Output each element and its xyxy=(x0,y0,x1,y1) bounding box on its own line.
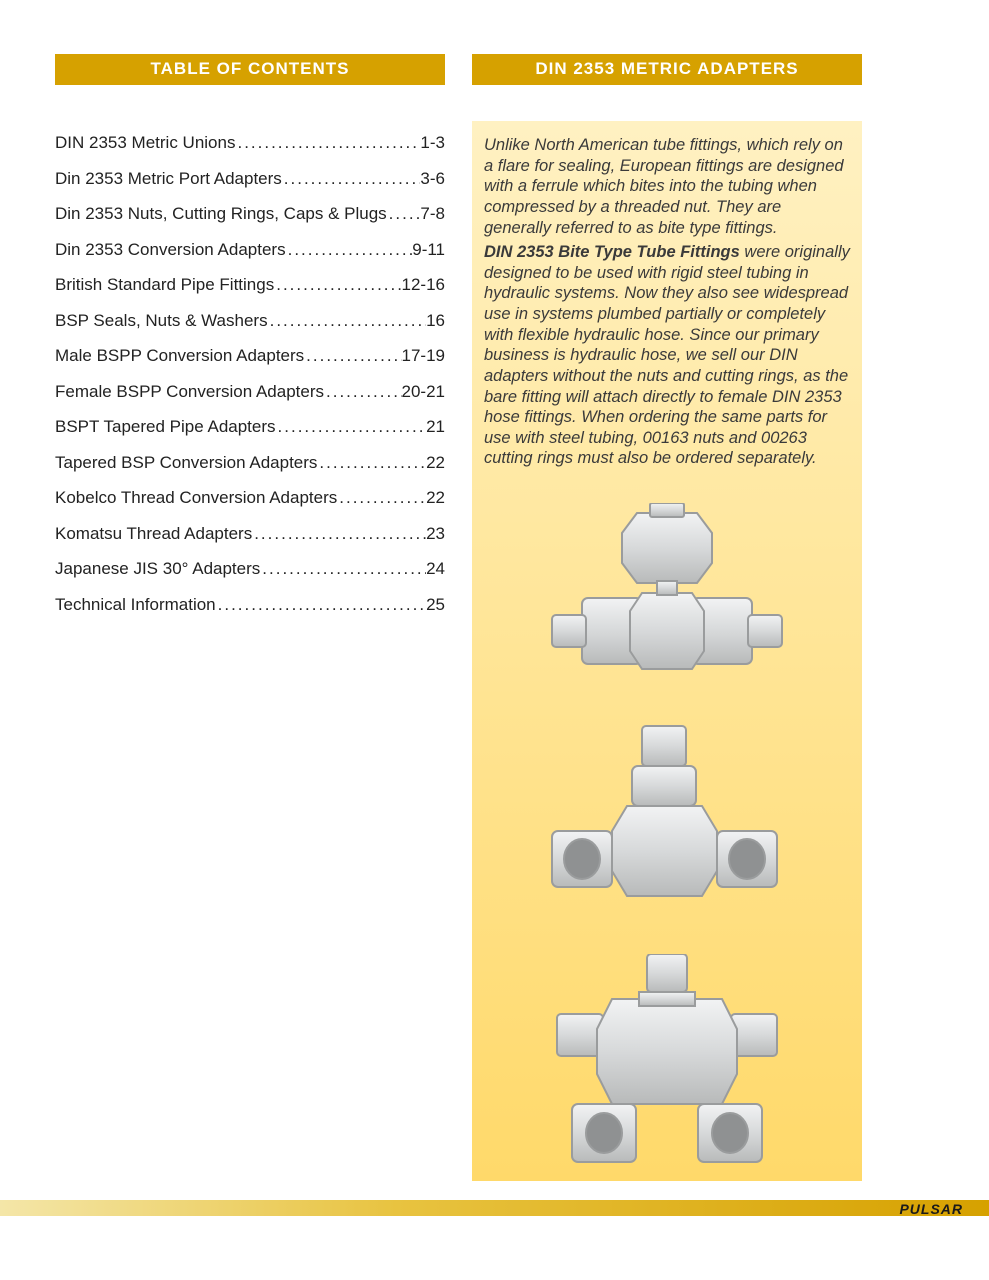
toc-page: 22 xyxy=(426,488,445,508)
toc-dots xyxy=(337,488,426,508)
footer-bar xyxy=(0,1200,989,1216)
toc-dots xyxy=(282,169,421,189)
toc-label: British Standard Pipe Fittings xyxy=(55,275,274,295)
toc-label: Tapered BSP Conversion Adapters xyxy=(55,453,317,473)
section-header: DIN 2353 METRIC ADAPTERS xyxy=(472,54,862,85)
toc-page: 12-16 xyxy=(402,275,445,295)
toc-row: Female BSPP Conversion Adapters 20-21 xyxy=(55,382,445,402)
toc-row: British Standard Pipe Fittings 12-16 xyxy=(55,275,445,295)
toc-label: Kobelco Thread Conversion Adapters xyxy=(55,488,337,508)
brand-logo: PULSAR xyxy=(899,1201,963,1217)
toc-page: 21 xyxy=(426,417,445,437)
toc-header: TABLE OF CONTENTS xyxy=(55,54,445,85)
toc-label: Komatsu Thread Adapters xyxy=(55,524,252,544)
fitting-tee-icon xyxy=(527,954,807,1184)
toc-dots xyxy=(268,311,426,331)
toc-label: Din 2353 Nuts, Cutting Rings, Caps & Plu… xyxy=(55,204,387,224)
toc-row: Din 2353 Conversion Adapters 9-11 xyxy=(55,240,445,260)
toc-dots xyxy=(286,240,413,260)
right-column: DIN 2353 METRIC ADAPTERS Unlike North Am… xyxy=(472,54,862,1181)
toc-dots xyxy=(252,524,426,544)
intro-paragraph-2: DIN 2353 Bite Type Tube Fittings were or… xyxy=(484,242,850,469)
product-images xyxy=(484,469,850,1184)
toc-label: Male BSPP Conversion Adapters xyxy=(55,346,304,366)
toc-page: 16 xyxy=(426,311,445,331)
toc-row: Japanese JIS 30° Adapters 24 xyxy=(55,559,445,579)
toc-row: Technical Information 25 xyxy=(55,595,445,615)
toc-label: Din 2353 Conversion Adapters xyxy=(55,240,286,260)
toc-page: 17-19 xyxy=(402,346,445,366)
toc-dots xyxy=(324,382,402,402)
toc-row: Din 2353 Metric Port Adapters 3-6 xyxy=(55,169,445,189)
intro-bold: DIN 2353 Bite Type Tube Fittings xyxy=(484,243,740,261)
toc-label: BSP Seals, Nuts & Washers xyxy=(55,311,268,331)
toc-row: DIN 2353 Metric Unions 1-3 xyxy=(55,133,445,153)
toc-page: 25 xyxy=(426,595,445,615)
toc-row: Kobelco Thread Conversion Adapters 22 xyxy=(55,488,445,508)
toc-page: 20-21 xyxy=(402,382,445,402)
toc-page: 24 xyxy=(426,559,445,579)
toc-page: 9-11 xyxy=(412,240,445,260)
left-column: TABLE OF CONTENTS DIN 2353 Metric Unions… xyxy=(55,54,445,1181)
toc-label: DIN 2353 Metric Unions xyxy=(55,133,235,153)
toc-page: 22 xyxy=(426,453,445,473)
toc-dots xyxy=(276,417,427,437)
toc-label: Female BSPP Conversion Adapters xyxy=(55,382,324,402)
toc-label: Technical Information xyxy=(55,595,216,615)
toc-dots xyxy=(304,346,401,366)
toc-row: Tapered BSP Conversion Adapters 22 xyxy=(55,453,445,473)
table-of-contents: DIN 2353 Metric Unions 1-3 Din 2353 Metric… xyxy=(55,85,445,615)
toc-dots xyxy=(317,453,426,473)
intro-box: Unlike North American tube fittings, whi… xyxy=(472,121,862,1181)
toc-dots xyxy=(260,559,426,579)
toc-dots xyxy=(274,275,401,295)
intro-paragraph-1: Unlike North American tube fittings, whi… xyxy=(484,135,850,238)
toc-page: 3-6 xyxy=(420,169,445,189)
toc-dots xyxy=(216,595,426,615)
toc-label: Japanese JIS 30° Adapters xyxy=(55,559,260,579)
toc-page: 23 xyxy=(426,524,445,544)
fitting-elbow-icon xyxy=(532,721,802,926)
toc-dots xyxy=(387,204,421,224)
toc-label: BSPT Tapered Pipe Adapters xyxy=(55,417,276,437)
toc-row: Din 2353 Nuts, Cutting Rings, Caps & Plu… xyxy=(55,204,445,224)
toc-row: BSPT Tapered Pipe Adapters 21 xyxy=(55,417,445,437)
toc-dots xyxy=(235,133,420,153)
toc-row: Komatsu Thread Adapters 23 xyxy=(55,524,445,544)
intro-rest: were originally designed to be used with… xyxy=(484,243,850,467)
fitting-straight-icon xyxy=(542,503,792,693)
toc-label: Din 2353 Metric Port Adapters xyxy=(55,169,282,189)
toc-page: 7-8 xyxy=(420,204,445,224)
toc-row: BSP Seals, Nuts & Washers 16 xyxy=(55,311,445,331)
toc-row: Male BSPP Conversion Adapters 17-19 xyxy=(55,346,445,366)
toc-page: 1-3 xyxy=(420,133,445,153)
